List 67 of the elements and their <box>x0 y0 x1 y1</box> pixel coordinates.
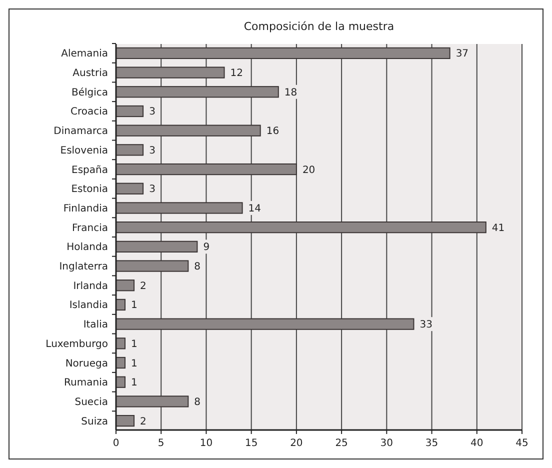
data-label: 8 <box>194 396 201 408</box>
data-label: 1 <box>131 300 138 312</box>
data-label: 16 <box>266 126 280 138</box>
bar <box>116 144 144 156</box>
x-tick-label: 5 <box>158 438 164 449</box>
y-tick-label: Irlanda <box>73 280 108 292</box>
y-tick-label: Estonia <box>71 184 108 196</box>
y-tick-label: Rumania <box>64 378 108 389</box>
y-tick-label: Italia <box>83 320 108 331</box>
bar <box>116 240 198 252</box>
data-label: 33 <box>420 320 432 331</box>
data-label: 3 <box>149 184 156 196</box>
bar <box>116 47 450 60</box>
bar <box>116 124 261 136</box>
y-tick-label: Islandia <box>69 300 108 312</box>
x-tick-label: 25 <box>335 438 348 449</box>
data-label: 20 <box>302 164 316 176</box>
x-tick-label: 45 <box>516 438 528 449</box>
x-tick-label: 30 <box>380 438 394 449</box>
x-tick-label: 10 <box>200 438 213 449</box>
bar <box>116 105 144 118</box>
x-tick-label: 20 <box>290 438 303 449</box>
data-label: 2 <box>140 416 146 428</box>
y-tick-label: Luxemburgo <box>46 338 108 350</box>
y-tick-label: Suecia <box>74 396 108 408</box>
data-label: 37 <box>456 48 469 60</box>
bar <box>116 414 135 427</box>
bar <box>116 318 414 330</box>
bar <box>116 280 135 292</box>
data-label: 8 <box>194 262 201 273</box>
x-tick-label: 15 <box>244 438 258 449</box>
x-tick-label: 35 <box>425 438 438 449</box>
y-tick-label: Austria <box>72 68 108 80</box>
data-label: 2 <box>140 280 146 292</box>
bar <box>116 163 297 176</box>
bar <box>116 396 189 408</box>
y-tick-label: Francia <box>72 222 108 234</box>
x-tick-label: 40 <box>470 438 484 449</box>
data-label: 1 <box>131 358 138 370</box>
bar <box>116 260 189 272</box>
bar <box>116 202 243 214</box>
y-tick-label: Alemania <box>61 48 108 60</box>
y-tick-label: Suiza <box>81 416 108 428</box>
bar <box>116 222 486 234</box>
y-tick-label: Inglaterra <box>59 262 108 273</box>
data-label: 12 <box>230 68 243 80</box>
bar <box>116 66 225 78</box>
x-tick-label: 0 <box>112 438 120 449</box>
y-tick-label: Finlandia <box>63 203 108 214</box>
y-tick-label: España <box>72 164 108 176</box>
chart-title: Composición de la muestra <box>244 20 394 33</box>
data-label: 18 <box>284 87 298 98</box>
data-label: 3 <box>149 145 156 156</box>
y-tick-label: Dinamarca <box>54 126 108 138</box>
bar <box>116 86 279 98</box>
data-label: 3 <box>149 106 156 118</box>
y-tick-label: Bélgica <box>71 87 108 98</box>
bar <box>116 182 144 194</box>
data-label: 1 <box>131 378 138 389</box>
y-tick-label: Croacia <box>70 106 108 118</box>
y-tick-label: Eslovenia <box>60 145 108 156</box>
data-label: 14 <box>248 203 262 214</box>
y-tick-label: Holanda <box>66 242 108 254</box>
y-tick-label: Noruega <box>65 358 108 370</box>
data-label: 1 <box>131 338 138 350</box>
data-label: 9 <box>203 242 210 254</box>
data-label: 41 <box>492 222 505 234</box>
